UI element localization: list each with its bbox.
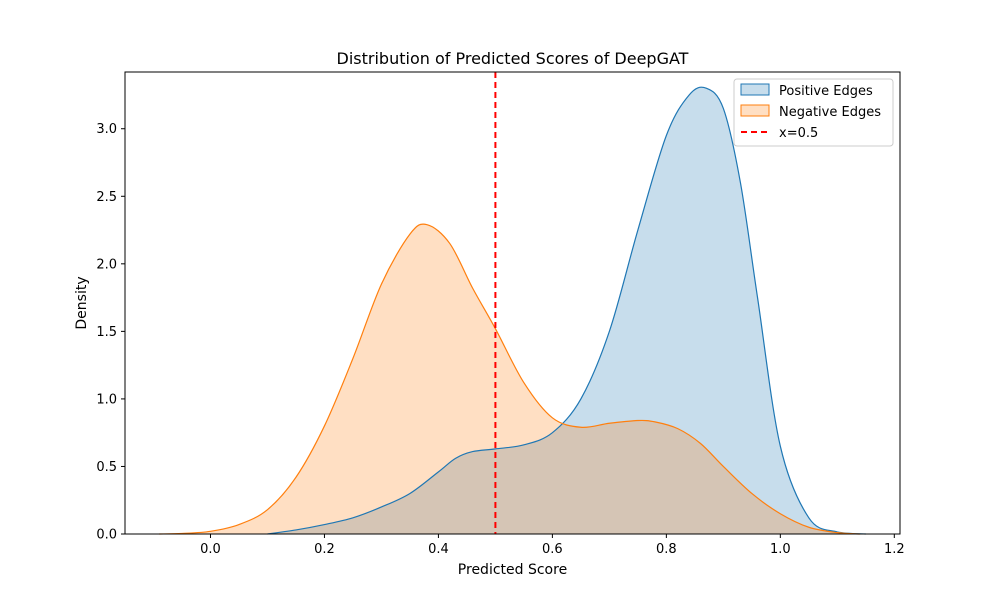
x-tick-label: 0.8 bbox=[656, 542, 677, 557]
y-tick-label: 3.0 bbox=[96, 122, 117, 137]
legend-label-negative: Negative Edges bbox=[779, 105, 881, 120]
legend-label-positive: Positive Edges bbox=[779, 84, 873, 99]
y-tick-label: 2.0 bbox=[96, 257, 117, 272]
area-fill-negative-edges bbox=[159, 224, 861, 534]
legend-frame bbox=[733, 78, 894, 147]
x-axis-label: Predicted Score bbox=[458, 562, 567, 578]
x-tick-label: 0.6 bbox=[542, 542, 563, 557]
y-tick-label: 1.0 bbox=[96, 392, 117, 407]
density-line-negative-edges bbox=[159, 223, 861, 535]
x-tick-label: 1.0 bbox=[770, 542, 791, 557]
legend-swatch-negative bbox=[740, 104, 770, 117]
y-axis-ticks: 0.0 0.5 1.0 1.5 2.0 2.5 3.0 bbox=[96, 122, 125, 543]
chart-title: Distribution of Predicted Scores of Deep… bbox=[337, 49, 689, 68]
area-fill-positive-edges bbox=[267, 87, 866, 534]
plot-frame bbox=[124, 71, 901, 535]
y-tick-label: 0.0 bbox=[96, 528, 117, 543]
x-tick-label: 0.4 bbox=[428, 542, 449, 557]
legend: Positive Edges Negative Edges x=0.5 bbox=[733, 78, 894, 147]
x-tick-label: 1.2 bbox=[884, 542, 905, 557]
plot-area bbox=[124, 71, 901, 535]
y-axis-label: Density bbox=[74, 276, 90, 329]
y-tick-label: 0.5 bbox=[96, 460, 117, 475]
legend-swatch-positive bbox=[740, 83, 770, 96]
x-axis-ticks: 0.0 0.2 0.4 0.6 0.8 1.0 1.2 bbox=[200, 534, 905, 557]
y-tick-label: 2.5 bbox=[96, 190, 117, 205]
density-line-positive-edges bbox=[267, 86, 866, 535]
x-tick-label: 0.2 bbox=[314, 542, 335, 557]
series-lines bbox=[159, 86, 866, 535]
legend-label-reference: x=0.5 bbox=[779, 126, 818, 141]
x-tick-label: 0.0 bbox=[200, 542, 221, 557]
y-tick-label: 1.5 bbox=[96, 325, 117, 340]
series-fills bbox=[159, 87, 866, 534]
